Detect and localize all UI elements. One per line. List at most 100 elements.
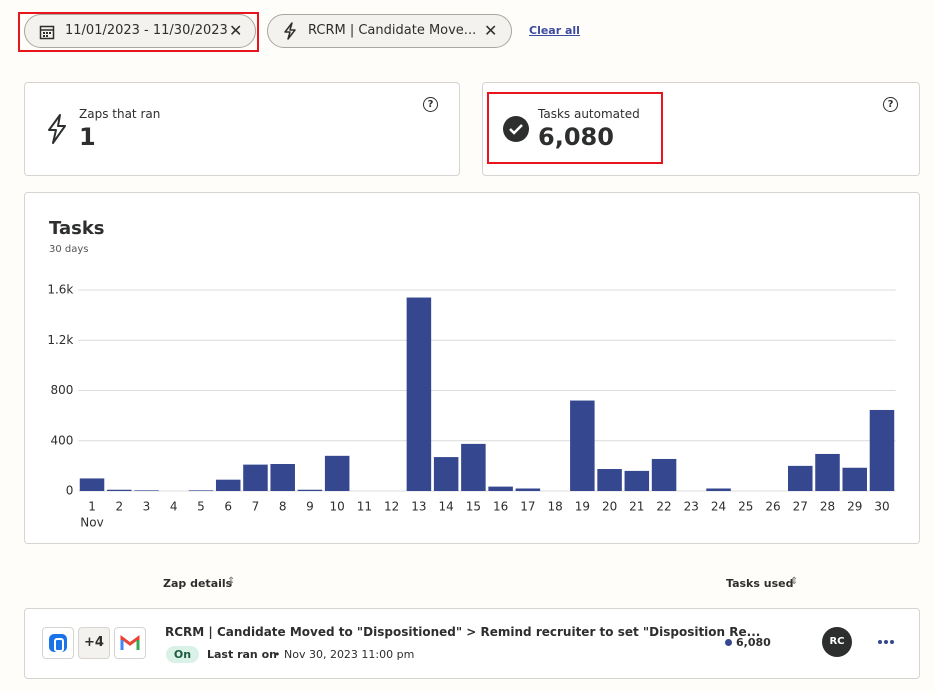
zap-row[interactable]: +4 RCRM | Candidate Moved to "Dispositio… [24,608,920,679]
y-tick-label: 1.2k [47,333,73,347]
highlight [18,12,259,52]
x-tick-label: 25 [738,500,753,514]
x-tick-label: 24 [711,500,726,514]
column-header[interactable]: Zap details [163,577,233,590]
bar [215,479,241,491]
stat-label: Tasks automated [538,107,640,121]
column-header[interactable]: Tasks used [726,577,794,590]
zap-name: RCRM | Candidate Move... [308,23,477,38]
sort-icon[interactable]: ⇕ [227,576,236,587]
help-icon[interactable]: ? [883,97,898,112]
bar [597,469,622,491]
owner-avatar: RC [822,627,852,657]
chart-subtitle: 30 days [49,244,89,255]
x-tick-label: 7 [252,500,260,514]
app-icon [114,627,146,659]
series-dot [725,639,732,646]
x-tick-label: 26 [765,500,780,514]
bar [188,490,214,491]
stat-card: Zaps that ran 1 ? [24,82,460,176]
help-icon[interactable]: ? [423,97,438,112]
zap-filter[interactable]: RCRM | Candidate Move... ✕ [267,14,512,48]
bar [624,470,650,491]
remove-icon[interactable]: ✕ [229,21,243,40]
x-tick-label: 17 [520,500,535,514]
x-tick-label: 15 [466,500,481,514]
x-tick-label: 23 [684,500,699,514]
x-tick-label: 11 [357,500,372,514]
date-filter[interactable]: 11/01/2023 - 11/30/2023 ✕ [24,14,256,48]
remove-icon[interactable]: ✕ [484,21,498,40]
clear-all[interactable]: Clear all [529,24,580,37]
x-tick-label: 9 [306,500,314,514]
bar [706,488,731,491]
bar [488,486,513,491]
bar [134,490,159,491]
x-tick-label: 6 [224,500,232,514]
x-tick-label: 10 [330,500,345,514]
x-tick-label: 28 [820,500,835,514]
last-ran: • Nov 30, 2023 11:00 pm [274,648,415,661]
x-tick-label: 18 [547,500,562,514]
stat-card: Tasks automated 6,080 ? [482,82,920,176]
x-tick-label: 19 [575,500,590,514]
bar [433,457,459,491]
stat-value: 1 [79,123,96,151]
x-tick-label: 30 [874,500,889,514]
x-tick-label: 5 [197,500,205,514]
x-month-label: Nov [80,516,103,530]
zap-icon [284,22,296,40]
check-icon [503,116,529,142]
tasks-used: 6,080 [736,636,771,649]
x-tick-label: 21 [629,500,644,514]
highlight [487,92,663,164]
x-tick-label: 4 [170,500,178,514]
y-tick-label: 0 [66,484,74,498]
x-tick-label: 13 [411,500,426,514]
x-tick-label: 2 [115,500,123,514]
bar [842,467,867,491]
bar [461,443,486,491]
zap-name[interactable]: RCRM | Candidate Moved to "Dispositioned… [165,625,761,639]
stat-value: 6,080 [538,123,614,151]
chart-card: Tasks 30 days 0 400 800 1.2k 1.6k 1 2 3 4 5 6 7 8 9 10… [24,192,920,544]
more-menu[interactable] [877,639,897,645]
bar [107,489,132,491]
bar [815,453,840,491]
status-badge: On [166,646,199,663]
bar [324,455,350,491]
extra-apps: +4 [78,627,110,659]
bar [79,478,105,491]
last-ran-label: Last ran on [207,648,277,661]
calendar-icon [39,25,55,40]
bar [297,489,323,491]
bar [651,458,677,491]
app-icon [42,627,74,659]
x-tick-label: 12 [384,500,399,514]
x-tick-label: 14 [438,500,453,514]
x-tick-label: 3 [143,500,151,514]
x-tick-label: 29 [847,500,862,514]
bar [406,297,432,491]
bar [869,409,895,491]
zap-icon [48,114,66,144]
bar [243,464,268,491]
y-tick-label: 800 [50,383,73,397]
y-tick-label: 1.6k [47,283,73,297]
bar [270,463,295,491]
x-tick-label: 1 [88,500,96,514]
y-tick-label: 400 [50,433,73,447]
x-tick-label: 27 [793,500,808,514]
x-tick-label: 8 [279,500,287,514]
x-tick-label: 20 [602,500,617,514]
x-tick-label: 22 [656,500,671,514]
sort-icon[interactable]: ⇕ [790,576,799,587]
bar [570,400,595,491]
bar [515,488,541,491]
x-tick-label: 16 [493,500,508,514]
bar [788,465,813,491]
stat-label: Zaps that ran [79,107,161,121]
chart-title: Tasks [49,218,105,239]
